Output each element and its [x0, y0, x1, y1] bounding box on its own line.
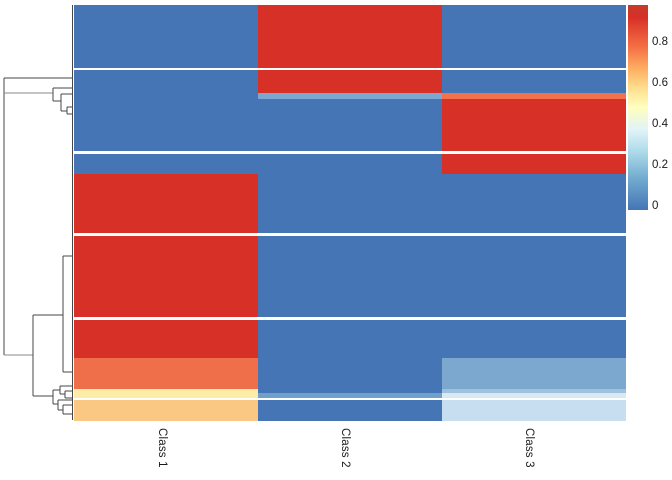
heatmap-cell	[73, 393, 258, 398]
heatmap-cell	[441, 174, 626, 233]
heatmap-cell	[257, 235, 442, 317]
heatmap-cell	[73, 400, 258, 421]
heatmap-cell	[73, 92, 258, 99]
heatmap-cell	[73, 153, 258, 174]
column-label: Class 3	[523, 428, 535, 468]
heatmap-cell	[441, 393, 626, 398]
heatmap-cell	[441, 400, 626, 421]
heatmap-cell	[257, 174, 442, 233]
heatmap-cell	[257, 99, 442, 151]
heatmap-cell	[73, 70, 258, 93]
column-label: Class 1	[156, 428, 168, 468]
legend-colorbar	[628, 5, 648, 210]
heatmap-cell	[257, 153, 442, 174]
legend-tick-label: 0	[652, 200, 659, 212]
heatmap-cell	[73, 388, 258, 393]
heatmap-cell	[257, 92, 442, 99]
heatmap-cell	[257, 388, 442, 393]
legend-tick-label: 0.8	[652, 36, 668, 48]
legend-tick-label: 0.2	[652, 159, 668, 171]
heatmap-cell	[73, 235, 258, 317]
heatmap-cell	[441, 153, 626, 174]
heatmap-cell	[73, 99, 258, 151]
legend-tick-label: 0.4	[652, 118, 668, 130]
heatmap-cell	[257, 357, 442, 389]
heatmap-cell	[441, 70, 626, 93]
heatmap-cell	[73, 319, 258, 358]
heatmap-cell	[257, 319, 442, 358]
heatmap-cell	[441, 5, 626, 68]
heatmap-cell	[441, 319, 626, 358]
heatmap-cell	[257, 393, 442, 398]
heatmap-cell	[73, 357, 258, 389]
heatmap-cell	[441, 92, 626, 99]
legend-tick-label: 0.6	[652, 77, 668, 89]
heatmap-cell	[73, 174, 258, 233]
heatmap-cell	[257, 5, 442, 68]
heatmap-cell	[441, 99, 626, 151]
heatmap-cell	[441, 235, 626, 317]
heatmap-cell	[441, 357, 626, 389]
column-label: Class 2	[339, 428, 351, 468]
heatmap-cell	[257, 70, 442, 93]
heatmap-cell	[73, 5, 258, 68]
heatmap-cell	[441, 388, 626, 393]
heatmap-cell	[257, 400, 442, 421]
